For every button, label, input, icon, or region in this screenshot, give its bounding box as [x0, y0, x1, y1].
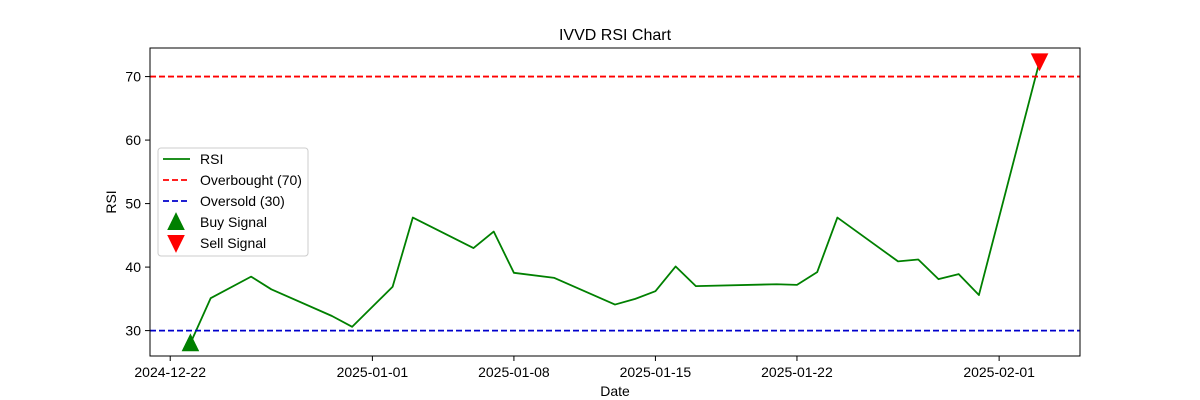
y-tick-label: 40: [125, 259, 141, 275]
buy-signal-marker: [181, 333, 200, 352]
plot-frame: [149, 47, 1081, 357]
legend: RSI Overbought (70) Oversold (30) Buy Signa…: [157, 147, 309, 257]
x-tick-label: 2025-01-22: [761, 364, 833, 380]
rsi-point: [210, 297, 212, 299]
chart-title: IVVD RSI Chart: [559, 27, 672, 44]
rsi-point: [958, 273, 960, 275]
rsi-point: [897, 260, 899, 262]
rsi-point: [331, 315, 333, 317]
x-tick-label: 2024-12-22: [134, 364, 206, 380]
rsi-point: [412, 217, 414, 219]
sell-signal-marker: [1030, 53, 1049, 72]
rsi-point: [634, 298, 636, 300]
rsi-point: [978, 294, 980, 296]
x-tick-label: 2025-01-01: [337, 364, 409, 380]
rsi-point: [695, 285, 697, 287]
rsi-point: [250, 276, 252, 278]
rsi-point: [816, 271, 818, 273]
rsi-point: [938, 278, 940, 280]
plot-area: [150, 53, 1080, 352]
y-tick-label: 60: [125, 132, 141, 148]
rsi-point: [553, 277, 555, 279]
rsi-point: [392, 286, 394, 288]
x-tick-label: 2025-01-15: [620, 364, 692, 380]
rsi-point: [270, 288, 272, 290]
rsi-point: [796, 284, 798, 286]
legend-swatch-buy: [167, 212, 185, 230]
x-tick-label: 2025-02-01: [963, 364, 1035, 380]
y-axis: 30 40 50 60 70: [125, 69, 150, 339]
rsi-line: [189, 61, 1041, 344]
rsi-point: [513, 272, 515, 274]
y-tick-label: 30: [125, 323, 141, 339]
rsi-point: [614, 304, 616, 306]
legend-label: Overbought (70): [200, 172, 302, 188]
legend-label: Oversold (30): [200, 193, 285, 209]
x-tick-label: 2025-01-08: [478, 364, 550, 380]
rsi-point: [675, 266, 677, 268]
y-tick-label: 50: [125, 196, 141, 212]
y-axis-label: RSI: [103, 190, 119, 213]
rsi-point: [351, 326, 353, 328]
rsi-point: [776, 283, 778, 285]
legend-label: Sell Signal: [200, 235, 266, 251]
legend-box: [157, 147, 309, 257]
rsi-point: [473, 247, 475, 249]
legend-swatch-sell: [167, 235, 185, 253]
x-axis: 2024-12-22 2025-01-01 2025-01-08 2025-01-15…: [134, 356, 1035, 380]
rsi-point: [836, 217, 838, 219]
legend-label: Buy Signal: [200, 214, 267, 230]
y-tick-label: 70: [125, 69, 141, 85]
rsi-point: [655, 290, 657, 292]
x-axis-label: Date: [600, 383, 630, 399]
rsi-point: [917, 259, 919, 261]
rsi-point: [493, 231, 495, 233]
legend-label: RSI: [200, 151, 223, 167]
